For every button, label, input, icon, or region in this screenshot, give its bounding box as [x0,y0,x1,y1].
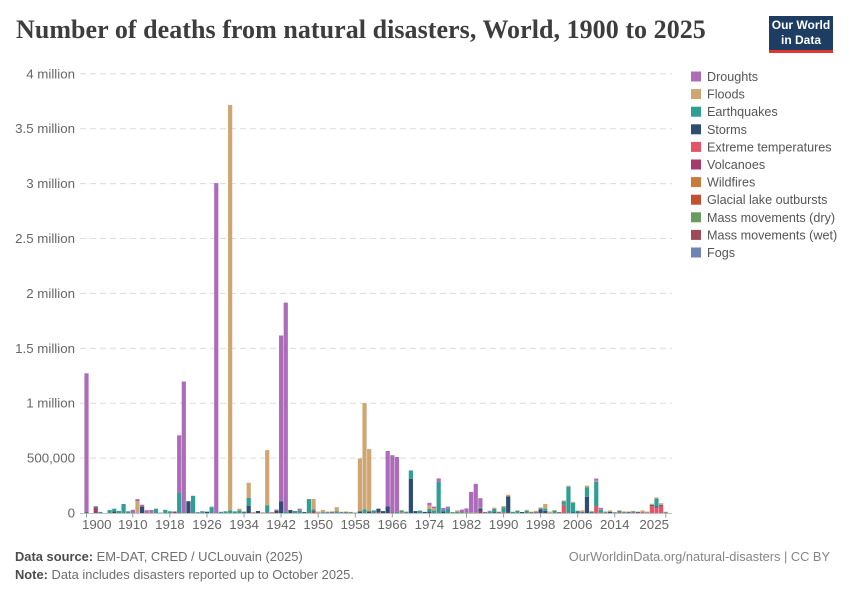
svg-text:1934: 1934 [229,517,259,532]
svg-text:1918: 1918 [155,517,185,532]
svg-text:Wildfires: Wildfires [707,176,755,190]
svg-text:2006: 2006 [563,517,593,532]
svg-text:3 million: 3 million [26,176,75,191]
svg-text:2014: 2014 [600,517,630,532]
svg-text:1982: 1982 [452,517,482,532]
svg-text:Floods: Floods [707,88,745,102]
svg-text:500,000: 500,000 [27,451,75,466]
svg-text:Fogs: Fogs [707,246,735,260]
svg-text:1974: 1974 [415,517,445,532]
svg-text:Earthquakes: Earthquakes [707,105,778,119]
svg-text:1.5 million: 1.5 million [15,341,75,356]
svg-text:1950: 1950 [303,517,333,532]
svg-text:1966: 1966 [378,517,408,532]
svg-text:1900: 1900 [82,517,112,532]
svg-text:Glacial lake outbursts: Glacial lake outbursts [707,193,827,207]
svg-text:2.5 million: 2.5 million [15,231,75,246]
svg-text:Droughts: Droughts [707,70,758,84]
svg-text:1958: 1958 [341,517,371,532]
svg-text:1 million: 1 million [26,396,75,411]
svg-text:Mass movements (wet): Mass movements (wet) [707,228,837,242]
svg-text:3.5 million: 3.5 million [15,121,75,136]
svg-text:1942: 1942 [266,517,296,532]
svg-text:2 million: 2 million [26,286,75,301]
svg-text:4 million: 4 million [26,66,75,81]
svg-text:1990: 1990 [489,517,519,532]
svg-text:Extreme temperatures: Extreme temperatures [707,140,832,154]
svg-text:0: 0 [68,506,75,521]
svg-text:Mass movements (dry): Mass movements (dry) [707,211,835,225]
svg-text:1926: 1926 [192,517,222,532]
svg-text:2025: 2025 [639,517,669,532]
svg-text:1998: 1998 [526,517,556,532]
svg-text:Volcanoes: Volcanoes [707,158,765,172]
svg-text:Storms: Storms [707,123,747,137]
svg-text:1910: 1910 [118,517,148,532]
